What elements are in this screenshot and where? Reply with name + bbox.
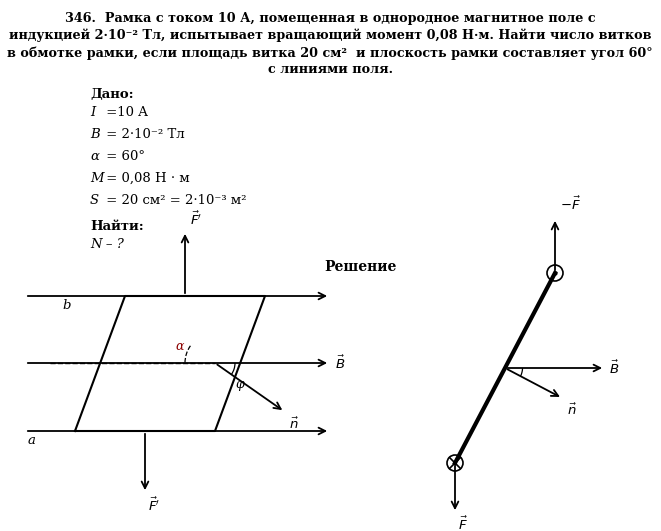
Text: =10 A: =10 A: [102, 106, 148, 119]
Text: $\vec{B}$: $\vec{B}$: [335, 354, 345, 372]
Text: Найти:: Найти:: [90, 220, 143, 233]
Text: Дано:: Дано:: [90, 88, 134, 101]
Text: b: b: [62, 299, 71, 312]
Text: a: a: [28, 434, 36, 447]
Text: I: I: [90, 106, 95, 119]
Text: в обмотке рамки, если площадь витка 20 см²  и плоскость рамки составляет угол 60: в обмотке рамки, если площадь витка 20 с…: [7, 46, 653, 59]
Text: = 20 см² = 2·10⁻³ м²: = 20 см² = 2·10⁻³ м²: [102, 194, 247, 207]
Text: N – ?: N – ?: [90, 238, 124, 251]
Text: Решение: Решение: [324, 260, 396, 274]
Text: M: M: [90, 172, 104, 185]
Text: = 0,08 Н · м: = 0,08 Н · м: [102, 172, 190, 185]
Text: с линиями поля.: с линиями поля.: [268, 63, 393, 76]
Text: B: B: [90, 128, 100, 141]
Text: α: α: [90, 150, 99, 163]
Text: $\vec{B}$: $\vec{B}$: [609, 359, 619, 376]
Text: α: α: [176, 340, 184, 353]
Text: φ: φ: [235, 378, 245, 391]
Text: $-\vec{F}$: $-\vec{F}$: [560, 195, 581, 213]
Text: = 2·10⁻² Тл: = 2·10⁻² Тл: [102, 128, 184, 141]
Text: S: S: [90, 194, 99, 207]
Text: = 60°: = 60°: [102, 150, 145, 163]
Text: $\vec{F}'$: $\vec{F}'$: [190, 211, 202, 228]
Text: $\vec{F}'$: $\vec{F}'$: [148, 497, 160, 515]
Text: $\vec{n}$: $\vec{n}$: [289, 417, 299, 432]
Text: индукцией 2·10⁻² Тл, испытывает вращающий момент 0,08 Н·м. Найти число витков: индукцией 2·10⁻² Тл, испытывает вращающи…: [9, 29, 651, 42]
Text: $\vec{F}$: $\vec{F}$: [458, 516, 468, 531]
Text: 346.  Рамка с током 10 А, помещенная в однородное магнитное поле с: 346. Рамка с током 10 А, помещенная в од…: [65, 12, 596, 25]
Text: $\vec{n}$: $\vec{n}$: [566, 402, 576, 417]
